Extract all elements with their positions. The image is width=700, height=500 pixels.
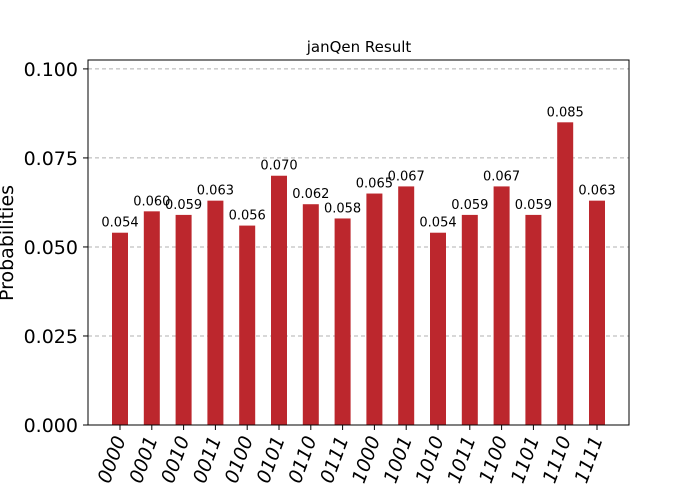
y-tick-label: 0.100 [24, 59, 78, 81]
plot-frame [87, 59, 630, 426]
bar-0110 [302, 204, 319, 425]
value-label-1101: 0.059 [515, 198, 552, 213]
value-label-0001: 0.060 [133, 194, 170, 209]
chart-title: janQen Result [306, 38, 412, 56]
bar-1001 [398, 186, 415, 425]
bar-1101 [525, 214, 542, 425]
bars [112, 122, 605, 425]
value-label-0111: 0.058 [324, 201, 361, 216]
value-label-1001: 0.067 [388, 169, 425, 184]
bar-1010 [430, 232, 446, 425]
y-tick-label: 0.000 [24, 415, 78, 437]
bar-0100 [239, 225, 256, 425]
y-tick-label: 0.025 [24, 326, 78, 348]
value-label-1111: 0.063 [578, 184, 615, 199]
bar-1111 [589, 200, 605, 425]
value-label-0110: 0.062 [292, 187, 329, 202]
y-tick-label: 0.075 [24, 148, 78, 170]
value-label-0010: 0.059 [165, 198, 202, 213]
value-label-1110: 0.085 [547, 105, 584, 120]
bar-0000 [112, 232, 128, 425]
bar-0001 [143, 211, 160, 425]
bar-1011 [461, 214, 478, 425]
value-label-1100: 0.067 [483, 169, 520, 184]
value-label-0011: 0.063 [197, 184, 234, 199]
bar-0010 [175, 214, 192, 425]
value-label-1011: 0.059 [451, 198, 488, 213]
x-tick-label-1111: 1111 [570, 433, 607, 486]
bar-1100 [493, 186, 510, 425]
bar-0101 [271, 175, 287, 425]
y-axis: 0.000 0.025 0.050 0.075 0.100 [24, 59, 88, 437]
y-tick-label: 0.050 [24, 237, 78, 259]
value-label-0000: 0.054 [101, 216, 138, 231]
bar-0111 [334, 218, 351, 425]
y-axis-label: Probabilities [0, 185, 18, 301]
value-label-1010: 0.054 [419, 216, 456, 231]
x-axis: 0000000100100011010001010110011110001001… [93, 425, 608, 486]
bar-0011 [207, 200, 224, 425]
value-labels: 0.0540.0600.0590.0630.0560.0700.0620.058… [101, 105, 615, 230]
value-label-0101: 0.070 [260, 159, 297, 174]
value-label-1000: 0.065 [356, 177, 393, 192]
bar-1110 [557, 122, 574, 425]
bar-1000 [366, 193, 383, 425]
value-label-0100: 0.056 [229, 209, 266, 224]
